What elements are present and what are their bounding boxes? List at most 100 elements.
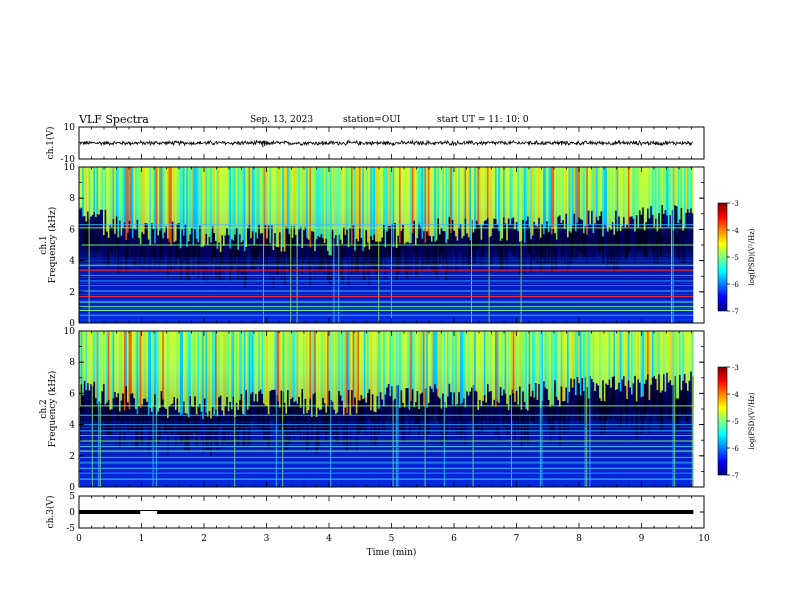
ch1-spectrogram-emission-column bbox=[386, 167, 388, 232]
ch2-spectrogram-quiet-band bbox=[605, 383, 608, 420]
ch1-spectrogram-emission-column bbox=[424, 167, 427, 243]
ch1-spectrogram-quiet-band bbox=[455, 236, 457, 273]
ch1-spectrogram-emission-column bbox=[207, 167, 209, 246]
ch2-spectrogram-quiet-band bbox=[320, 409, 323, 433]
ch2-spectrogram-quiet-band bbox=[619, 391, 622, 428]
ch1-spectrogram-emission-column bbox=[218, 167, 220, 243]
ch1-spectrogram-quiet-band bbox=[408, 243, 411, 272]
ch1-spectrogram-emission-column bbox=[82, 167, 84, 217]
ch2-spectrogram-quiet-band bbox=[631, 394, 633, 429]
ch1-spectrogram-quiet-band bbox=[210, 242, 212, 277]
ch1-spectrogram-quiet-band bbox=[410, 242, 412, 275]
ch2-spectrogram-quiet-band bbox=[83, 380, 86, 418]
ch1-spectrogram-emission-column bbox=[688, 167, 691, 213]
ch1-spectrogram-quiet-band bbox=[189, 234, 192, 259]
ch1-spectrogram-emission-column bbox=[363, 167, 366, 248]
ch1-spectrogram-quiet-band bbox=[592, 233, 595, 261]
ch2-spectrogram-emission-column bbox=[363, 331, 366, 398]
ch1-spectrogram-emission-column bbox=[394, 167, 396, 224]
ch1-spectrogram-quiet-band bbox=[483, 220, 486, 250]
ch2-spectrogram-emission-column bbox=[186, 331, 188, 414]
ch1-spectrogram-emission-column bbox=[512, 167, 515, 218]
ch2-spectrogram-emission-column bbox=[679, 331, 681, 376]
ch2-spectrogram-emission-column bbox=[173, 331, 176, 398]
ch2-spectrogram-emission-column bbox=[221, 331, 224, 411]
ch1-spectrogram-emission-column bbox=[507, 167, 510, 219]
ch2-spectrogram-emission-column bbox=[648, 331, 651, 401]
ch1-spectrogram-quiet-band bbox=[523, 242, 526, 276]
ch2-spectrogram-quiet-band bbox=[259, 389, 262, 425]
ch2-spectrogram-emission-column bbox=[384, 331, 387, 395]
ch1-spectrogram-emission-column bbox=[227, 167, 230, 236]
ch2-spectrogram-quiet-band bbox=[507, 410, 510, 438]
ch2-spectrogram-quiet-band bbox=[661, 390, 664, 430]
ch1-spectrogram-emission-column bbox=[645, 167, 648, 223]
ch2-spectrogram-emission-column bbox=[307, 331, 310, 411]
ch2-spectrogram-colorbar-label: log(PSD)(V²/Hz) bbox=[748, 392, 756, 449]
ch2-spectrogram-quiet-band bbox=[616, 389, 619, 428]
ch2-spectrogram-emission-column bbox=[333, 331, 336, 410]
ch1-spectrogram-emission-column bbox=[680, 167, 683, 208]
ch1-spectrogram-quiet-band bbox=[535, 225, 537, 256]
x-axis-label: Time (min) bbox=[367, 547, 417, 558]
ch2-spectrogram-emission-column bbox=[210, 331, 212, 419]
ch2-spectrogram-emission-column bbox=[685, 331, 688, 384]
ch2-spectrogram-emission-column bbox=[351, 331, 353, 391]
ch1-spectrogram-emission-column bbox=[147, 167, 150, 240]
ch1-spectrogram-quiet-band bbox=[573, 213, 576, 246]
ch1-spectrogram-emission-column bbox=[160, 167, 163, 228]
ch1-spectrogram-emission-column bbox=[504, 167, 507, 224]
ch1-spectrogram-emission-column bbox=[594, 167, 596, 224]
ch1-spectrogram-quiet-band bbox=[168, 242, 171, 267]
figure-title: VLF Spectra bbox=[79, 113, 149, 126]
ch1-spectrogram-quiet-band bbox=[128, 220, 131, 245]
ch2-spectrogram-quiet-band bbox=[600, 400, 603, 437]
ch2-spectrogram-quiet-band bbox=[274, 389, 276, 427]
ch2-spectrogram-quiet-band bbox=[306, 413, 308, 450]
ch2-spectrogram-quiet-band bbox=[648, 400, 651, 434]
ch1-spectrogram-emission-column bbox=[387, 167, 390, 227]
ch2-spectrogram-emission-column bbox=[645, 331, 648, 380]
ch1-spectrogram-emission-column bbox=[661, 167, 664, 205]
ch2-spectrogram-emission-column bbox=[557, 331, 560, 401]
ch2-spectrogram-quiet-band bbox=[151, 411, 153, 442]
ch2-spectrogram-quiet-band bbox=[376, 396, 379, 424]
ch1-spectrogram-quiet-band bbox=[277, 247, 280, 276]
ch2-spectrogram-emission-column bbox=[504, 331, 507, 394]
ch1-spectrogram-quiet-band bbox=[679, 219, 681, 259]
ch2-spectrogram-quiet-band bbox=[491, 406, 494, 430]
ch1-spectrogram-quiet-band bbox=[392, 246, 395, 272]
ch1-spectrogram-quiet-band bbox=[461, 238, 464, 268]
ch2-spectrogram-emission-column bbox=[575, 331, 577, 396]
ch2-spectrogram-colorbar-tick-label: -7 bbox=[732, 472, 739, 480]
ch1-spectrogram-emission-column bbox=[379, 167, 382, 242]
ch1-spectrogram-emission-column bbox=[466, 167, 468, 234]
ch2-spectrogram-emission-column bbox=[127, 331, 129, 403]
ch1-spectrogram-emission-column bbox=[536, 167, 539, 227]
ch2-spectrogram-quiet-band bbox=[645, 379, 648, 411]
ch1-spectrogram-emission-column bbox=[170, 167, 172, 247]
ch1-spectrogram-quiet-band bbox=[531, 235, 534, 261]
ch2-spectrogram-quiet-band bbox=[293, 402, 296, 440]
ch1-spectrogram-emission-column bbox=[407, 167, 409, 242]
ch2-spectrogram-emission-column bbox=[599, 331, 601, 399]
ch2-spectrogram-quiet-band bbox=[626, 399, 628, 427]
ch1-spectrogram-quiet-band bbox=[282, 247, 284, 273]
x-tick-label: 8 bbox=[576, 534, 582, 544]
ch1-spectrogram-emission-column bbox=[621, 167, 624, 227]
ch2-spectrogram-emission-column bbox=[435, 331, 438, 389]
ch1-spectrogram-emission-column bbox=[125, 167, 128, 240]
ch2-spectrogram-emission-column bbox=[479, 331, 481, 400]
ch2-spectrogram-emission-column bbox=[512, 331, 515, 394]
ch2-spectrogram-quiet-band bbox=[351, 390, 353, 415]
ch2-spectrogram-quiet-band bbox=[221, 410, 224, 448]
ch2-spectrogram-emission-column bbox=[546, 331, 548, 389]
ch2-spectrogram-emission-column bbox=[253, 331, 256, 402]
ch1-spectrogram-emission-column bbox=[203, 167, 206, 245]
ch2-spectrogram-quiet-band bbox=[559, 406, 561, 446]
ch2-spectrogram-emission-column bbox=[295, 331, 297, 401]
ch1-spectrogram-emission-column bbox=[306, 167, 308, 239]
ch2-spectrogram-quiet-band bbox=[563, 401, 566, 435]
ch2-spectrogram-quiet-band bbox=[383, 406, 385, 432]
ch1-spectrogram-quiet-band bbox=[552, 229, 555, 254]
